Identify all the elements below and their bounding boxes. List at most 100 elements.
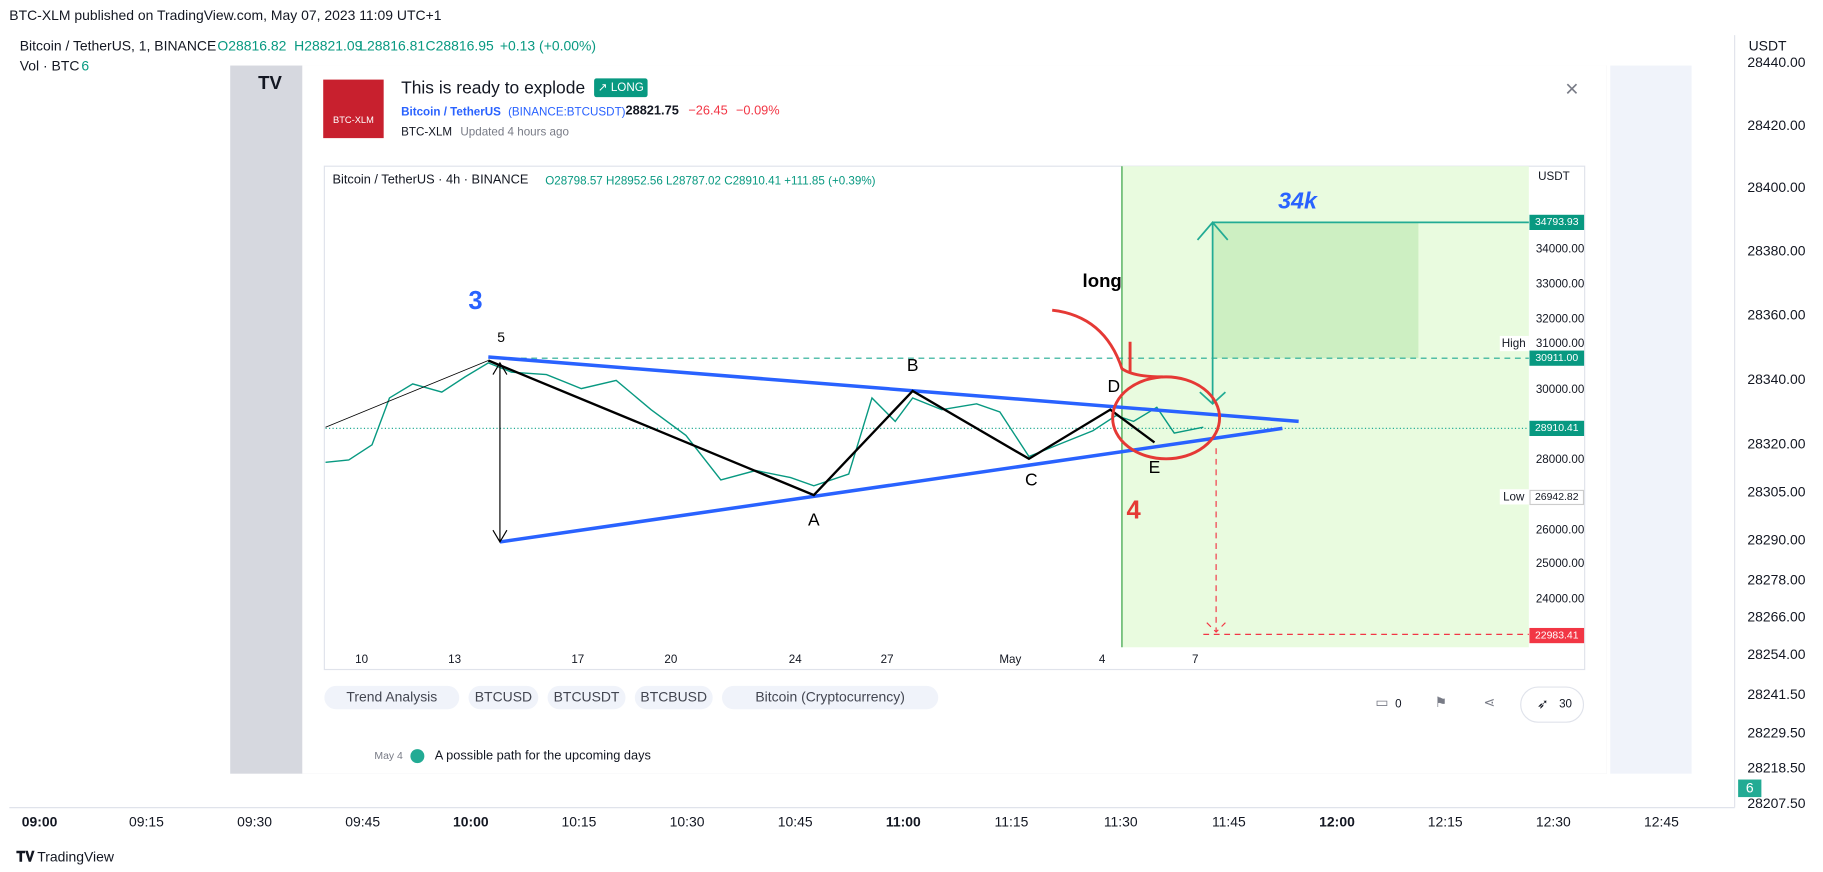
boosts[interactable]: 30 xyxy=(1559,698,1572,711)
price-path xyxy=(325,362,1204,487)
change: +0.13 (+0.00%) xyxy=(500,37,596,53)
price-label: 28254.00 xyxy=(1747,646,1805,662)
volume-badge xyxy=(1738,779,1762,798)
annotation: C xyxy=(1025,470,1038,490)
annotation: A xyxy=(808,509,820,529)
symbol: Bitcoin / TetherUS, 1, BINANCE xyxy=(20,37,216,53)
tag-text[interactable]: BTCBUSD xyxy=(640,688,707,704)
tag[interactable] xyxy=(547,685,626,710)
triangle-lower xyxy=(499,426,1283,544)
annotation: E xyxy=(1149,457,1161,477)
author[interactable]: BTC-XLM xyxy=(401,125,452,138)
price-badge-text: 30911.00 xyxy=(1535,353,1578,364)
annotation: 3 xyxy=(468,287,482,315)
boost-icon[interactable]: ➶ xyxy=(1537,695,1549,711)
tag-text[interactable]: Trend Analysis xyxy=(346,688,437,704)
annotation: B xyxy=(907,355,919,375)
price-unit: USDT xyxy=(1749,37,1787,53)
low-label: Low xyxy=(1503,491,1525,504)
inner-unit: USDT xyxy=(1538,170,1570,183)
comment-icon[interactable]: ▭ xyxy=(1375,694,1388,710)
target-arrow xyxy=(1196,221,1229,405)
updated: Updated 4 hours ago xyxy=(460,125,569,138)
time-label: 12:00 xyxy=(1319,814,1355,830)
annotation: 5 xyxy=(497,329,505,345)
idea-symbol[interactable]: Bitcoin / TetherUS xyxy=(401,105,501,118)
idea-change: −26.45 xyxy=(688,103,727,118)
close-button[interactable]: × xyxy=(1565,75,1579,101)
boost-button[interactable] xyxy=(1520,686,1585,723)
price-label: 28278.00 xyxy=(1747,571,1805,587)
time-label: 10:00 xyxy=(453,814,489,830)
avatar xyxy=(323,79,384,139)
height-arrow xyxy=(492,361,508,544)
inner-x-label: May xyxy=(999,653,1021,666)
price-label: 28266.00 xyxy=(1747,609,1805,625)
price-badge-text: 22983.41 xyxy=(1535,630,1579,641)
price-label: 28400.00 xyxy=(1747,179,1805,195)
logo: 𝐓𝐕 xyxy=(16,849,35,865)
stop-lines xyxy=(1203,448,1529,635)
inner-x-label: 13 xyxy=(448,653,461,666)
inner-y-label: 33000.00 xyxy=(1536,277,1585,290)
inner-y-label: 31000.00 xyxy=(1536,337,1585,350)
high-tag xyxy=(1499,335,1529,352)
comments[interactable]: 0 xyxy=(1395,698,1402,711)
idea-ticker[interactable]: (BINANCE:BTCUSDT) xyxy=(508,105,626,118)
tag[interactable] xyxy=(468,685,539,710)
trend-line xyxy=(325,360,489,428)
long-badge xyxy=(594,78,648,98)
close: C28816.95 xyxy=(426,37,494,53)
inner-y-label: 28000.00 xyxy=(1536,453,1585,466)
price-badge-text: 34793.93 xyxy=(1535,217,1579,228)
price-badge xyxy=(1529,350,1585,366)
inner-x-label: 27 xyxy=(881,653,894,666)
tag-text[interactable]: BTCUSDT xyxy=(554,688,620,704)
time-label: 09:00 xyxy=(22,814,58,830)
inner-y-label: 30000.00 xyxy=(1536,383,1585,396)
tag[interactable] xyxy=(324,685,460,710)
inner-y-label: 34000.00 xyxy=(1536,242,1585,255)
price-label: 28207.50 xyxy=(1747,795,1805,811)
tag[interactable] xyxy=(721,685,939,710)
price-label: 28380.00 xyxy=(1747,242,1805,258)
share-icon[interactable]: ⋖ xyxy=(1484,694,1496,710)
price-badge-text: 28910.41 xyxy=(1535,423,1579,434)
inner-x-label: 20 xyxy=(664,653,677,666)
price-label: 28241.50 xyxy=(1747,686,1805,702)
tag-text[interactable]: BTCUSD xyxy=(475,688,532,704)
inner-symbol: Bitcoin / TetherUS · 4h · BINANCE xyxy=(333,172,529,187)
price-badge-text: 26942.82 xyxy=(1535,492,1579,503)
zigzag xyxy=(487,359,1156,497)
time-label: 12:45 xyxy=(1644,814,1679,830)
price-badge xyxy=(1529,420,1585,437)
update-text: A possible path for the upcoming days xyxy=(435,747,651,762)
inner-ohlc: O28798.57 H28952.56 L28787.02 C28910.41 … xyxy=(545,174,875,187)
low-tag xyxy=(1499,489,1529,505)
update-date: May 4 xyxy=(374,751,403,762)
tag[interactable] xyxy=(634,685,713,710)
tags: Trend Analysis BTCUSD BTCUSDT BTCBUSD Bitcoi… xyxy=(324,685,939,710)
time-label: 11:00 xyxy=(886,814,921,830)
inner-x-label: 17 xyxy=(571,653,584,666)
footer: TradingView xyxy=(37,849,115,865)
time-label: 10:45 xyxy=(778,814,813,830)
volume-value: 6 xyxy=(81,57,89,73)
time-label: 09:15 xyxy=(129,814,164,830)
idea-price: 28821.75 xyxy=(625,103,678,118)
open: O28816.82 xyxy=(217,37,286,53)
tv-logo: TV xyxy=(258,72,282,93)
tag-text[interactable]: Bitcoin (Cryptocurrency) xyxy=(755,688,904,704)
time-label: 09:45 xyxy=(345,814,380,830)
flag-icon[interactable]: ⚑ xyxy=(1435,694,1448,710)
volume-badge-text: 6 xyxy=(1746,780,1754,796)
inner-y-label: 24000.00 xyxy=(1536,592,1585,605)
price-label: 28340.00 xyxy=(1747,371,1805,387)
annotation: long xyxy=(1083,270,1122,291)
profit-zone xyxy=(1212,222,1419,359)
inner-y-label: 26000.00 xyxy=(1536,523,1585,536)
inner-badges: 34793.93 30911.00 28910.41 26942.82 22983.41 xyxy=(1529,214,1585,644)
inner-y-label: 32000.00 xyxy=(1536,313,1585,326)
inner-y-axis: 34000.00 33000.00 32000.00 31000.00 30000.00… xyxy=(1536,242,1585,605)
high: H28821.09 xyxy=(294,37,362,53)
